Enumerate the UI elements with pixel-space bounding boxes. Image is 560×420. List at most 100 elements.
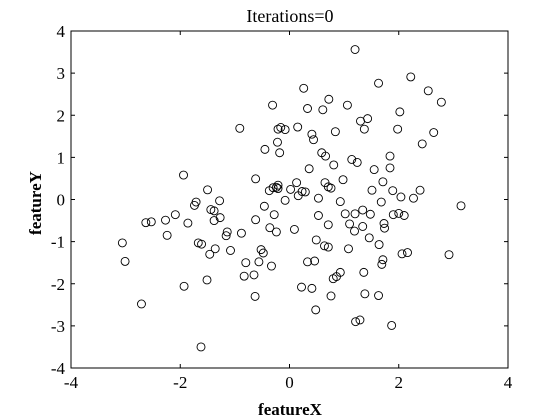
- data-point: [365, 209, 375, 219]
- data-point: [374, 240, 384, 250]
- data-point: [260, 144, 270, 154]
- data-point: [397, 249, 407, 259]
- data-point: [170, 210, 180, 220]
- data-point: [179, 170, 188, 180]
- data-point: [267, 261, 276, 271]
- data-point: [210, 244, 220, 254]
- data-point: [183, 218, 193, 228]
- y-axis-label: featureY: [26, 171, 45, 235]
- data-point: [344, 244, 353, 254]
- data-point: [364, 233, 374, 243]
- x-axis-label: featureX: [258, 400, 323, 419]
- data-point: [314, 193, 323, 203]
- data-point: [197, 239, 207, 249]
- data-point: [409, 193, 418, 203]
- data-point: [330, 127, 340, 137]
- data-point: [254, 257, 264, 267]
- data-point: [359, 124, 369, 134]
- data-point: [293, 122, 303, 132]
- data-point: [146, 217, 156, 227]
- y-tick-label: 4: [57, 22, 66, 41]
- data-point: [374, 291, 383, 300]
- plot-area: -4 -2 0 2 4 -4 -3 -2 -1 0 1 2 3 4: [51, 22, 513, 392]
- data-point: [161, 215, 170, 225]
- data-point: [415, 185, 425, 195]
- data-point: [380, 223, 389, 233]
- data-point: [309, 135, 318, 145]
- data-point: [326, 183, 336, 193]
- data-point: [310, 256, 320, 266]
- data-point: [273, 184, 283, 193]
- data-point: [456, 201, 466, 211]
- data-point: [350, 209, 360, 219]
- data-point: [205, 249, 215, 259]
- data-point: [388, 210, 398, 220]
- data-point: [273, 137, 282, 147]
- data-point: [268, 100, 278, 110]
- data-point: [388, 186, 398, 196]
- data-point: [289, 224, 299, 234]
- data-point: [367, 185, 377, 195]
- data-point: [250, 291, 260, 301]
- data-point: [350, 45, 360, 54]
- data-point: [202, 275, 212, 285]
- data-point: [394, 208, 404, 218]
- data-point: [358, 205, 368, 215]
- data-point: [352, 157, 362, 167]
- data-point: [429, 128, 439, 137]
- data-point: [340, 209, 350, 219]
- data-point: [190, 200, 199, 210]
- data-point: [311, 235, 321, 245]
- data-point: [393, 124, 403, 134]
- data-point: [321, 151, 331, 161]
- data-point: [137, 299, 146, 309]
- data-point: [196, 342, 206, 352]
- data-points: [117, 45, 466, 352]
- data-point: [378, 177, 388, 187]
- data-point: [251, 174, 261, 184]
- data-point: [318, 105, 328, 115]
- data-point: [436, 97, 446, 107]
- data-point: [387, 321, 397, 330]
- data-point: [307, 283, 317, 293]
- data-point: [251, 215, 261, 225]
- x-tick-label: -4: [64, 373, 79, 392]
- data-point: [303, 104, 312, 113]
- data-point: [120, 256, 130, 266]
- data-point: [215, 213, 225, 223]
- data-point: [273, 124, 283, 134]
- data-point: [259, 201, 269, 211]
- data-point: [269, 210, 279, 220]
- data-point: [320, 241, 329, 251]
- data-point: [300, 187, 310, 197]
- data-point: [314, 211, 323, 220]
- y-tick-label: 0: [57, 191, 66, 210]
- data-point: [275, 148, 285, 158]
- data-point: [307, 129, 317, 139]
- y-tick-label: 3: [57, 64, 66, 83]
- x-tick-label: 0: [285, 373, 294, 392]
- data-point: [221, 231, 231, 241]
- data-point: [385, 151, 395, 161]
- data-point: [268, 183, 278, 193]
- data-point: [335, 197, 345, 207]
- x-tick-label: -2: [173, 373, 187, 392]
- data-point: [271, 182, 281, 192]
- x-tick-label: 4: [504, 373, 513, 392]
- data-point: [323, 220, 333, 230]
- data-point: [236, 228, 246, 238]
- data-point: [286, 184, 296, 194]
- data-point: [311, 305, 321, 315]
- data-point: [417, 139, 427, 149]
- data-point: [258, 248, 268, 258]
- data-point: [280, 125, 290, 135]
- data-point: [241, 258, 251, 268]
- data-point: [395, 107, 405, 117]
- data-point: [323, 242, 333, 252]
- data-point: [403, 248, 412, 258]
- data-point: [355, 315, 365, 325]
- y-tick-label: -3: [51, 317, 65, 336]
- data-point: [347, 155, 357, 164]
- data-point: [280, 195, 290, 205]
